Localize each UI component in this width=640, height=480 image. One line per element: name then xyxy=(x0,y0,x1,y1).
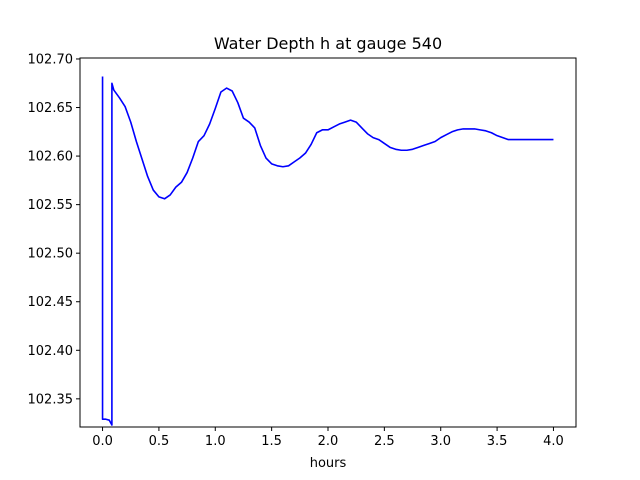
y-tick-label: 102.45 xyxy=(28,295,74,310)
x-tick-label: 3.5 xyxy=(487,434,508,449)
x-axis: 0.0 0.5 1.0 1.5 2.0 2.5 3.0 3.5 4.0 xyxy=(92,427,564,449)
x-tick-label: 3.0 xyxy=(430,434,451,449)
x-tick-label: 1.5 xyxy=(261,434,282,449)
x-tick-label: 0.5 xyxy=(149,434,170,449)
y-tick-label: 102.60 xyxy=(28,150,74,165)
y-tick-label: 102.35 xyxy=(28,392,74,407)
y-axis: 102.35 102.40 102.45 102.50 102.55 102.60 102.… xyxy=(28,52,80,407)
chart-title: Water Depth h at gauge 540 xyxy=(214,34,442,53)
x-tick-label: 1.0 xyxy=(205,434,226,449)
y-tick-label: 102.65 xyxy=(28,101,74,116)
x-axis-label: hours xyxy=(310,456,347,471)
series-line-0 xyxy=(101,76,554,426)
y-tick-label: 102.55 xyxy=(28,198,74,213)
plot-frame xyxy=(79,57,577,428)
x-tick-label: 2.0 xyxy=(318,434,339,449)
y-tick-label: 102.50 xyxy=(28,247,74,262)
x-tick-label: 4.0 xyxy=(543,434,564,449)
x-tick-label: 2.5 xyxy=(374,434,395,449)
y-tick-label: 102.70 xyxy=(28,52,74,67)
y-tick-label: 102.40 xyxy=(28,344,74,359)
plot-area xyxy=(79,57,577,428)
x-tick-label: 0.0 xyxy=(92,434,113,449)
